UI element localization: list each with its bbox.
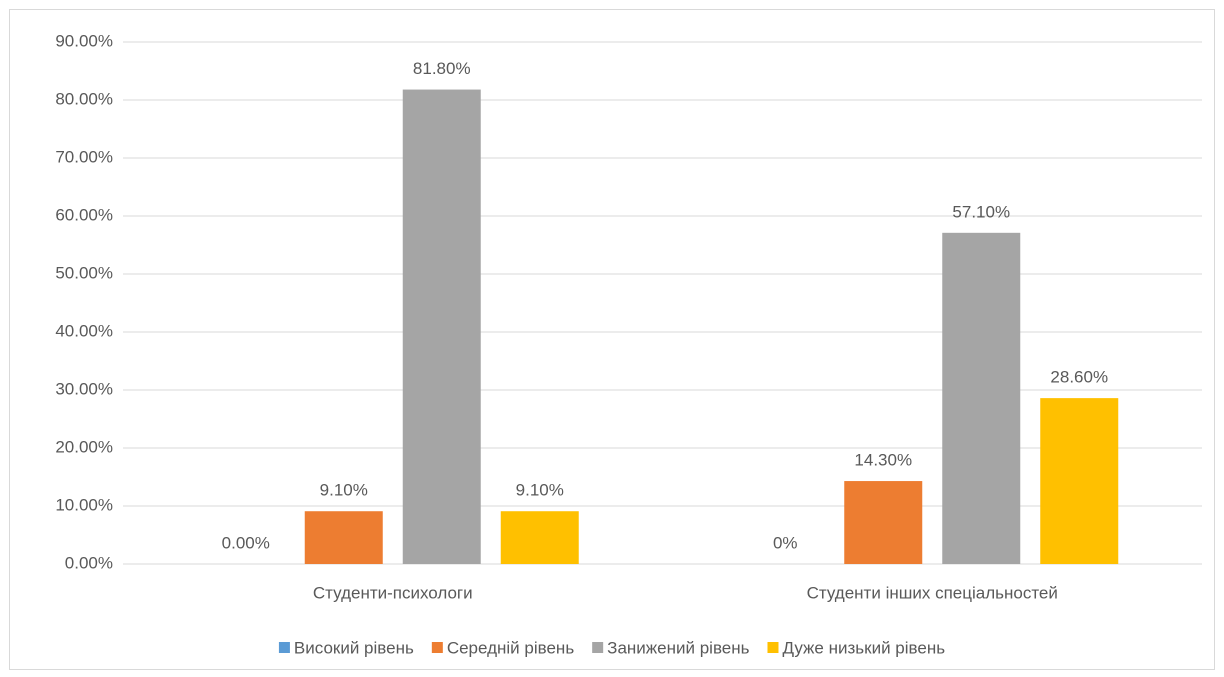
legend-label: Дуже низький рівень xyxy=(782,638,945,657)
x-tick-label: Студенти-психологи xyxy=(313,583,473,602)
legend-swatch xyxy=(767,642,779,653)
y-tick-label: 30.00% xyxy=(55,379,113,398)
y-tick-label: 90.00% xyxy=(55,31,113,50)
bar xyxy=(304,511,383,564)
legend-swatch xyxy=(431,642,443,653)
chart-border xyxy=(9,9,1215,670)
data-label: 57.10% xyxy=(952,202,1010,221)
data-label: 28.60% xyxy=(1050,368,1108,387)
legend-label: Занижений рівень xyxy=(607,638,749,657)
data-label: 81.80% xyxy=(413,59,471,78)
bar xyxy=(402,89,481,564)
x-tick-label: Студенти інших спеціальностей xyxy=(807,583,1058,602)
data-label: 14.30% xyxy=(854,451,912,470)
y-tick-label: 60.00% xyxy=(55,205,113,224)
bar xyxy=(1040,398,1119,564)
y-tick-label: 70.00% xyxy=(55,147,113,166)
data-label: 9.10% xyxy=(320,481,368,500)
data-label: 0.00% xyxy=(222,533,270,552)
legend-label: Середній рівень xyxy=(447,638,574,657)
y-tick-label: 20.00% xyxy=(55,437,113,456)
bar xyxy=(500,511,579,564)
y-tick-label: 40.00% xyxy=(55,321,113,340)
legend-label: Високий рівень xyxy=(294,638,414,657)
bar xyxy=(844,481,923,564)
y-tick-label: 50.00% xyxy=(55,263,113,282)
y-tick-label: 0.00% xyxy=(65,553,113,572)
data-label: 0% xyxy=(773,533,798,552)
legend-swatch xyxy=(278,642,290,653)
y-tick-label: 10.00% xyxy=(55,495,113,514)
legend-swatch xyxy=(592,642,604,653)
bar xyxy=(942,232,1021,564)
y-tick-label: 80.00% xyxy=(55,89,113,108)
data-label: 9.10% xyxy=(516,481,564,500)
